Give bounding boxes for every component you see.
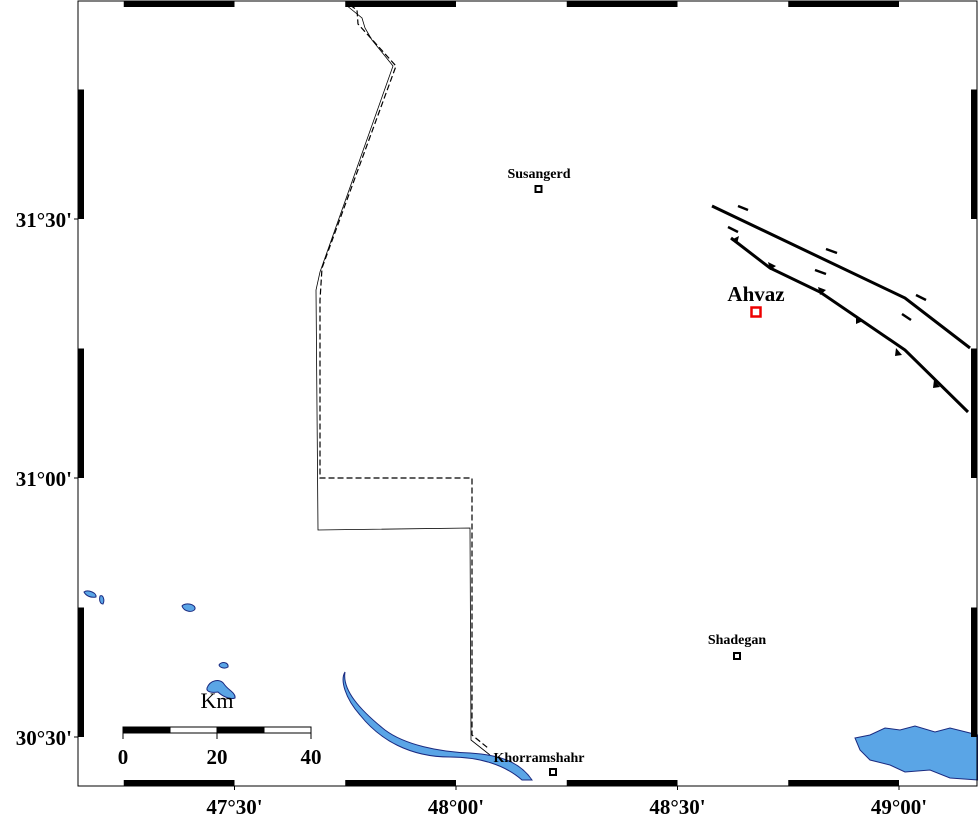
- cities: Susangerd Ahvaz Shadegan Khorramshahr: [494, 167, 785, 776]
- frame-segment: [566, 780, 678, 786]
- scale-unit: Km: [201, 688, 234, 713]
- lat-tick-label: 31°30': [16, 208, 72, 232]
- map-features: [83, 4, 978, 781]
- lon-tick-label: 47°30': [206, 795, 262, 819]
- city-marker: [549, 768, 557, 776]
- frame-segment: [971, 89, 977, 219]
- fault-arrows: [727, 204, 927, 322]
- frame-segment: [788, 780, 899, 786]
- fault-teeth: [731, 236, 940, 388]
- scale-label: 40: [301, 745, 322, 769]
- city-label: Khorramshahr: [494, 751, 585, 766]
- lon-tick-label: 49°00': [871, 795, 927, 819]
- frame-segment: [971, 348, 977, 478]
- lat-tick-label: 30°30': [16, 726, 72, 750]
- frame-segment: [123, 1, 235, 7]
- lat-tick-label: 31°00': [16, 467, 72, 491]
- frame-segment: [345, 780, 456, 786]
- frame-segment: [123, 780, 235, 786]
- scale-segment: [263, 726, 312, 734]
- city-marker: [750, 306, 762, 318]
- border-line: [315, 4, 491, 756]
- frame-outline: [77, 0, 978, 787]
- fault: [711, 204, 971, 350]
- scale-label: 20: [207, 745, 228, 769]
- city-label: Susangerd: [507, 167, 570, 182]
- scale-label: 0: [118, 745, 129, 769]
- frame-segment: [78, 348, 84, 478]
- city-marker: [733, 652, 741, 660]
- scale-segment: [216, 726, 265, 734]
- frame: [77, 0, 978, 787]
- city-label: Ahvaz: [727, 282, 784, 306]
- frame-segment: [78, 607, 84, 737]
- scale-segment: [169, 726, 218, 734]
- fault: [730, 236, 970, 414]
- city-label: Shadegan: [708, 633, 767, 648]
- city-marker: [534, 185, 543, 193]
- scale-segment: [122, 726, 171, 734]
- lon-tick-label: 48°30': [649, 795, 705, 819]
- water: [83, 590, 978, 781]
- frame-segment: [788, 1, 899, 7]
- border-dashed: [319, 4, 489, 749]
- frame-segment: [78, 89, 84, 219]
- scale-bar: 0 20 40: [118, 726, 322, 769]
- tick-labels: 47°30' 48°00' 48°30' 49°00' 31°30' 31°00' 30°3…: [16, 208, 927, 819]
- frame-segment: [971, 607, 977, 737]
- lon-tick-label: 48°00': [428, 795, 484, 819]
- frame-segment: [566, 1, 678, 7]
- frame-segment: [345, 1, 456, 7]
